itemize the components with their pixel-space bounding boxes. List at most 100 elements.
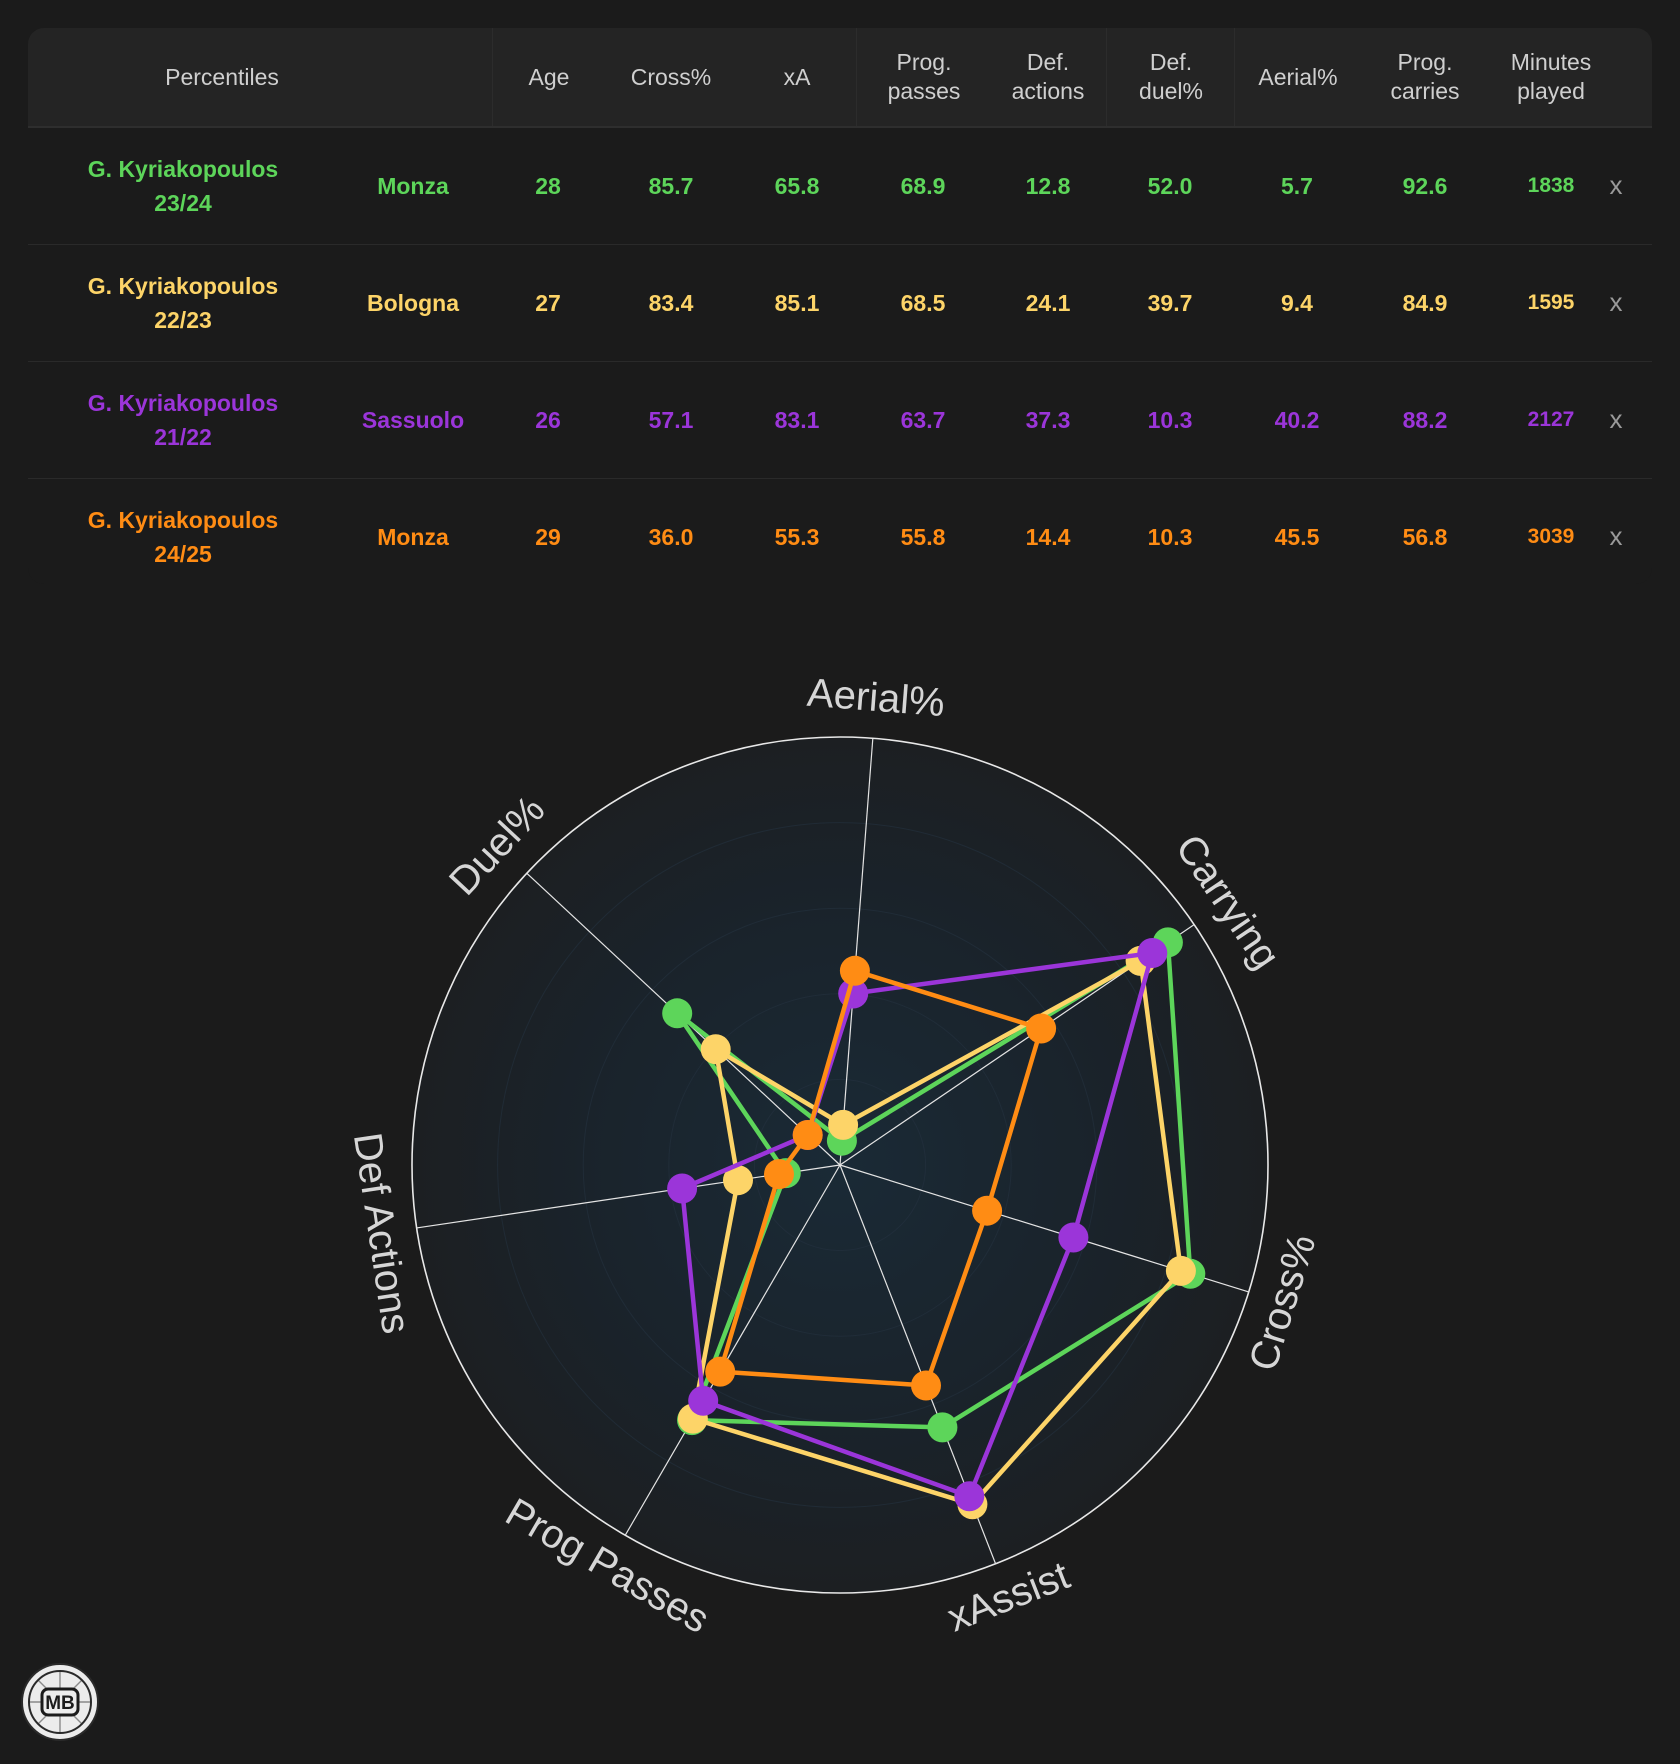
- series-point: [839, 955, 870, 986]
- series-point: [662, 998, 693, 1029]
- series-line: [674, 940, 1193, 1430]
- table-row: G. Kyriakopoulos 23/24 Monza 28 85.7 65.…: [28, 127, 1652, 245]
- player-name: G. Kyriakopoulos: [87, 155, 279, 182]
- prog-passes-cell: 68.9: [900, 172, 946, 199]
- series-line: [679, 950, 1155, 1499]
- header-aerial[interactable]: Aerial%: [1234, 28, 1361, 126]
- player-season: 22/23: [154, 306, 212, 333]
- series-point: [700, 1034, 731, 1065]
- axis-label: Def Actions: [345, 1130, 418, 1337]
- radar-ring-3: [582, 907, 1098, 1423]
- percentiles-table: Percentiles Age Cross% xA Prog. passes D…: [28, 28, 1652, 584]
- table-row: G. Kyriakopoulos 22/23 Bologna 27 83.4 8…: [28, 244, 1652, 362]
- series-point: [911, 1370, 941, 1401]
- def-actions-cell: 12.8: [1025, 172, 1071, 199]
- prog-passes-cell: 55.8: [900, 523, 946, 550]
- player-season: 24/25: [154, 540, 212, 567]
- prog-carries-cell: 84.9: [1402, 289, 1448, 316]
- age-cell: 28: [535, 172, 561, 199]
- header-prog-carries[interactable]: Prog. carries: [1390, 49, 1460, 104]
- header-xa[interactable]: xA: [783, 63, 811, 90]
- aerial-cell: 9.4: [1281, 289, 1313, 316]
- player-season: 21/22: [154, 423, 212, 450]
- def-duel-cell: 10.3: [1147, 523, 1193, 550]
- series-point: [764, 1159, 794, 1190]
- xa-cell: 85.1: [774, 289, 820, 316]
- remove-row-button[interactable]: x: [1609, 404, 1623, 434]
- player-season: 23/24: [154, 189, 212, 216]
- series-point: [1058, 1222, 1089, 1253]
- remove-row-button[interactable]: x: [1609, 287, 1623, 317]
- prog-carries-cell: 88.2: [1402, 406, 1448, 433]
- series-point: [667, 1173, 698, 1204]
- series-point: [723, 1165, 753, 1196]
- series-point: [705, 1356, 736, 1387]
- team-cell: Bologna: [367, 289, 459, 316]
- prog-passes-cell: 68.5: [900, 289, 946, 316]
- player-cell: G. Kyriakopoulos 24/25: [28, 478, 338, 595]
- radar-spoke-5: [624, 1164, 841, 1536]
- aerial-cell: 45.5: [1274, 523, 1320, 550]
- series-point: [1026, 1013, 1057, 1044]
- radar-outer-ring: [411, 736, 1269, 1594]
- remove-row-button[interactable]: x: [1609, 521, 1623, 551]
- age-cell: 29: [535, 523, 561, 550]
- xa-cell: 55.3: [774, 523, 820, 550]
- cross-cell: 83.4: [648, 289, 694, 316]
- header-def-duel[interactable]: Def. duel%: [1106, 28, 1235, 126]
- player-cell: G. Kyriakopoulos 23/24: [28, 127, 338, 244]
- header-def-actions[interactable]: Def. actions: [1011, 49, 1085, 104]
- team-cell: Monza: [377, 523, 449, 550]
- series-point: [1165, 1255, 1196, 1286]
- def-duel-cell: 52.0: [1147, 172, 1193, 199]
- axis-label: Aerial%: [806, 671, 947, 725]
- series-point: [927, 1412, 958, 1443]
- prog-passes-cell: 63.7: [900, 406, 946, 433]
- minutes-cell: 1595: [1527, 290, 1575, 314]
- player-name: G. Kyriakopoulos: [87, 272, 279, 299]
- def-duel-cell: 39.7: [1147, 289, 1193, 316]
- player-name: G. Kyriakopoulos: [87, 389, 279, 416]
- table-row: G. Kyriakopoulos 24/25 Monza 29 36.0 55.…: [28, 478, 1652, 595]
- header-minutes[interactable]: Minutes played: [1510, 49, 1592, 104]
- series-point: [792, 1120, 823, 1150]
- series-point: [1137, 938, 1168, 968]
- series-line: [690, 958, 1184, 1507]
- cross-cell: 36.0: [648, 523, 694, 550]
- player-name: G. Kyriakopoulos: [87, 506, 279, 533]
- series-point: [828, 1109, 859, 1140]
- cross-cell: 57.1: [648, 406, 694, 433]
- aerial-cell: 40.2: [1274, 406, 1320, 433]
- table-header: Percentiles Age Cross% xA Prog. passes D…: [28, 28, 1652, 128]
- header-cross[interactable]: Cross%: [630, 63, 712, 90]
- age-cell: 26: [535, 406, 561, 433]
- radar-ring-1: [753, 1078, 927, 1252]
- aerial-cell: 5.7: [1281, 172, 1313, 199]
- logo-text: MB: [45, 1693, 75, 1714]
- mb-logo: MB: [21, 1663, 99, 1741]
- minutes-cell: 2127: [1527, 407, 1575, 431]
- series-point: [688, 1385, 719, 1416]
- def-actions-cell: 37.3: [1025, 406, 1071, 433]
- age-cell: 27: [535, 289, 561, 316]
- minutes-cell: 1838: [1527, 173, 1575, 197]
- xa-cell: 83.1: [774, 406, 820, 433]
- xa-cell: 65.8: [774, 172, 820, 199]
- team-cell: Sassuolo: [361, 406, 465, 433]
- remove-row-button[interactable]: x: [1609, 170, 1623, 200]
- def-duel-cell: 10.3: [1147, 406, 1193, 433]
- cross-cell: 85.7: [648, 172, 694, 199]
- table-row: G. Kyriakopoulos 21/22 Sassuolo 26 57.1 …: [28, 361, 1652, 479]
- header-age[interactable]: Age: [492, 28, 605, 126]
- def-actions-cell: 14.4: [1025, 523, 1071, 550]
- player-cell: G. Kyriakopoulos 21/22: [28, 361, 338, 478]
- team-cell: Monza: [377, 172, 449, 199]
- minutes-cell: 3039: [1527, 524, 1575, 548]
- def-actions-cell: 24.1: [1025, 289, 1071, 316]
- series-point: [954, 1481, 985, 1512]
- radar-spoke-1: [839, 738, 874, 1166]
- header-percentiles: Percentiles: [165, 63, 279, 90]
- prog-carries-cell: 56.8: [1402, 523, 1448, 550]
- header-prog-passes[interactable]: Prog. passes: [856, 28, 991, 126]
